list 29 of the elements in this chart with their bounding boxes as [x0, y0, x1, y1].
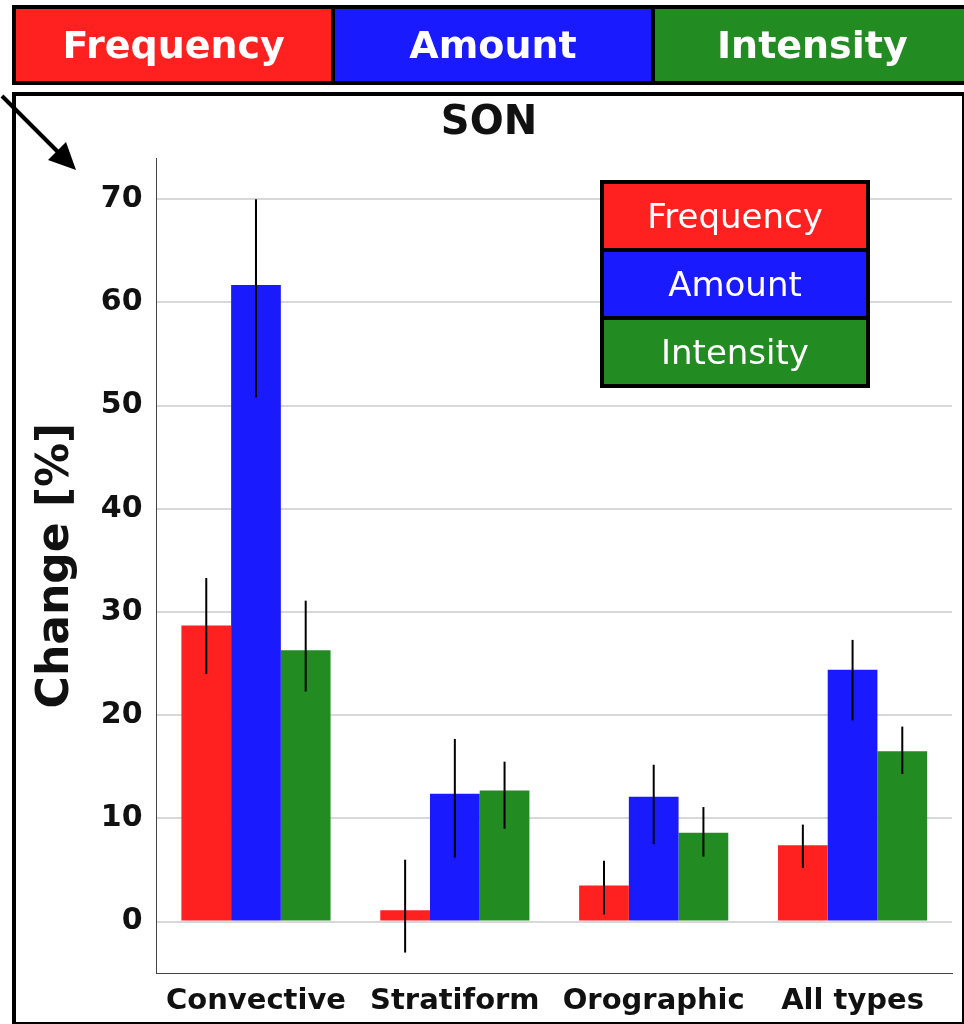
x-tick-label: All types — [781, 982, 925, 1017]
bar — [628, 796, 679, 921]
y-tick-label: 60 — [100, 282, 143, 318]
text: Amount — [331, 5, 655, 85]
bar — [181, 625, 232, 921]
y-tick-label: 30 — [100, 591, 143, 627]
bar — [778, 845, 828, 921]
y-tick-label: 40 — [100, 488, 143, 524]
bar — [827, 669, 878, 921]
y-tick-label: 20 — [100, 695, 143, 731]
bar — [231, 284, 281, 921]
bar — [479, 790, 530, 921]
y-tick-label: 70 — [100, 179, 143, 215]
bar — [877, 751, 928, 921]
text: Frequency — [12, 5, 336, 85]
bar — [380, 910, 430, 921]
chart-title: SON — [440, 97, 538, 144]
bar — [280, 650, 331, 921]
y-axis-title: Change [%] — [26, 422, 78, 709]
bar — [678, 832, 729, 921]
bar — [579, 885, 629, 921]
text: Intensity — [716, 23, 908, 67]
y-tick-label: 0 — [121, 901, 143, 937]
y-tick-label: 50 — [100, 385, 143, 421]
bar — [429, 793, 480, 921]
x-tick-label: Convective — [165, 982, 346, 1017]
y-tick-label: 10 — [100, 798, 143, 834]
x-tick-label: Orographic — [562, 982, 745, 1017]
x-tick-label: Stratiform — [370, 982, 540, 1017]
